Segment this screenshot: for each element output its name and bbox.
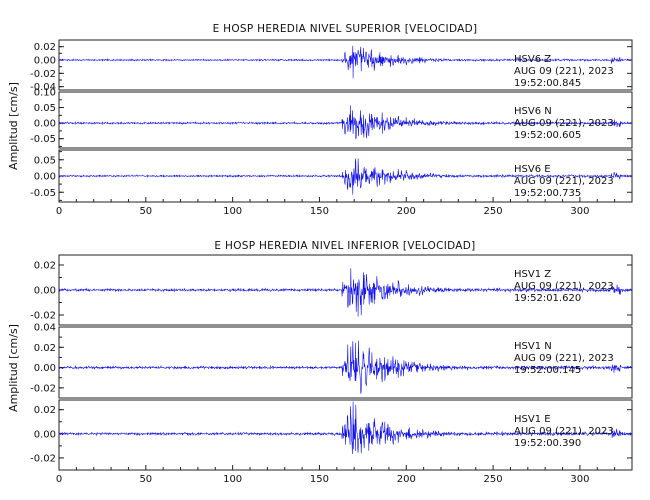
date-label-p1-hsv1-e: AUG 09 (221), 2023 bbox=[514, 426, 614, 437]
date-label-p0-hsv6-e: AUG 09 (221), 2023 bbox=[514, 176, 614, 187]
y-tick-label: 0.00 bbox=[34, 56, 56, 67]
x-tick-label: 50 bbox=[139, 206, 152, 217]
x-tick-label: 150 bbox=[310, 474, 329, 485]
time-label-p0-hsv6-e: 19:52:00.735 bbox=[514, 188, 581, 199]
waveform-p1-hsv1-n bbox=[58, 340, 633, 394]
waveform-p0-hsv6-e bbox=[58, 158, 633, 195]
date-label-p0-hsv6-z: AUG 09 (221), 2023 bbox=[514, 66, 614, 77]
station-label-p0-hsv6-e: HSV6 E bbox=[514, 164, 551, 175]
x-tick-label: 150 bbox=[310, 206, 329, 217]
y-tick-label: 0.02 bbox=[34, 261, 56, 272]
x-tick-label: 250 bbox=[484, 206, 503, 217]
station-label-p1-hsv1-e: HSV1 E bbox=[514, 414, 551, 425]
y-axis-label-lower: Amplitud [cm/s] bbox=[7, 324, 20, 412]
waveform-p0-hsv6-z bbox=[58, 45, 633, 79]
date-label-p1-hsv1-n: AUG 09 (221), 2023 bbox=[514, 353, 614, 364]
date-label-p1-hsv1-z: AUG 09 (221), 2023 bbox=[514, 281, 614, 292]
y-tick-label: 0.00 bbox=[34, 286, 56, 297]
y-tick-label: 0.05 bbox=[34, 103, 56, 114]
x-tick-label: 200 bbox=[397, 474, 416, 485]
y-tick-label: -0.05 bbox=[30, 134, 56, 145]
lower-level-panel: E HOSP HEREDIA NIVEL INFERIOR [VELOCIDAD… bbox=[7, 240, 633, 485]
x-tick-label: 0 bbox=[56, 474, 62, 485]
waveform-p1-hsv1-e bbox=[58, 401, 633, 455]
time-label-p0-hsv6-n: 19:52:00.605 bbox=[514, 130, 581, 141]
y-tick-label: 0.10 bbox=[34, 88, 56, 99]
y-tick-label: -0.02 bbox=[30, 383, 56, 394]
time-label-p0-hsv6-z: 19:52:00.845 bbox=[514, 78, 581, 89]
x-tick-label: 250 bbox=[484, 474, 503, 485]
time-label-p1-hsv1-e: 19:52:00.390 bbox=[514, 438, 581, 449]
x-tick-label: 300 bbox=[570, 474, 589, 485]
y-tick-label: -0.05 bbox=[30, 188, 56, 199]
x-tick-label: 100 bbox=[223, 474, 242, 485]
y-tick-label: -0.04 bbox=[30, 82, 56, 93]
y-tick-label: 0.00 bbox=[34, 363, 56, 374]
station-label-p1-hsv1-z: HSV1 Z bbox=[514, 269, 551, 280]
y-axis-label-upper: Amplitud [cm/s] bbox=[7, 82, 20, 170]
x-tick-label: 200 bbox=[397, 206, 416, 217]
waveform-p0-hsv6-n bbox=[58, 105, 633, 140]
waveform-p1-hsv1-z bbox=[58, 268, 633, 317]
upper-level-panel: E HOSP HEREDIA NIVEL SUPERIOR [VELOCIDAD… bbox=[7, 23, 633, 217]
y-tick-label: 0.05 bbox=[34, 155, 56, 166]
x-tick-label: 0 bbox=[56, 206, 62, 217]
y-tick-label: -0.02 bbox=[30, 69, 56, 80]
trace-frame-p1-hsv1-e bbox=[58, 399, 633, 471]
y-tick-label: 0.00 bbox=[34, 429, 56, 440]
y-tick-label: -0.02 bbox=[30, 453, 56, 464]
x-tick-label: 300 bbox=[570, 206, 589, 217]
station-label-p0-hsv6-n: HSV6 N bbox=[514, 106, 552, 117]
x-tick-label: 100 bbox=[223, 206, 242, 217]
time-label-p1-hsv1-z: 19:52:01.620 bbox=[514, 293, 581, 304]
chart-title-upper: E HOSP HEREDIA NIVEL SUPERIOR [VELOCIDAD… bbox=[213, 23, 478, 35]
y-tick-label: 0.02 bbox=[34, 405, 56, 416]
y-tick-label: 0.00 bbox=[34, 119, 56, 130]
time-label-p1-hsv1-n: 19:52:00.145 bbox=[514, 365, 581, 376]
y-tick-label: 0.02 bbox=[34, 343, 56, 354]
y-tick-label: 0.02 bbox=[34, 42, 56, 53]
y-tick-label: 0.04 bbox=[34, 323, 56, 334]
date-label-p0-hsv6-n: AUG 09 (221), 2023 bbox=[514, 118, 614, 129]
trace-frame-p0-hsv6-n bbox=[58, 91, 633, 149]
station-label-p1-hsv1-n: HSV1 N bbox=[514, 341, 552, 352]
x-tick-label: 50 bbox=[139, 474, 152, 485]
y-tick-label: -0.02 bbox=[30, 311, 56, 322]
trace-frame-p0-hsv6-z bbox=[58, 39, 633, 91]
trace-frame-p1-hsv1-n bbox=[58, 326, 633, 399]
station-label-p0-hsv6-z: HSV6 Z bbox=[514, 54, 551, 65]
y-tick-label: 0.00 bbox=[34, 172, 56, 183]
chart-title-lower: E HOSP HEREDIA NIVEL INFERIOR [VELOCIDAD… bbox=[214, 240, 475, 252]
